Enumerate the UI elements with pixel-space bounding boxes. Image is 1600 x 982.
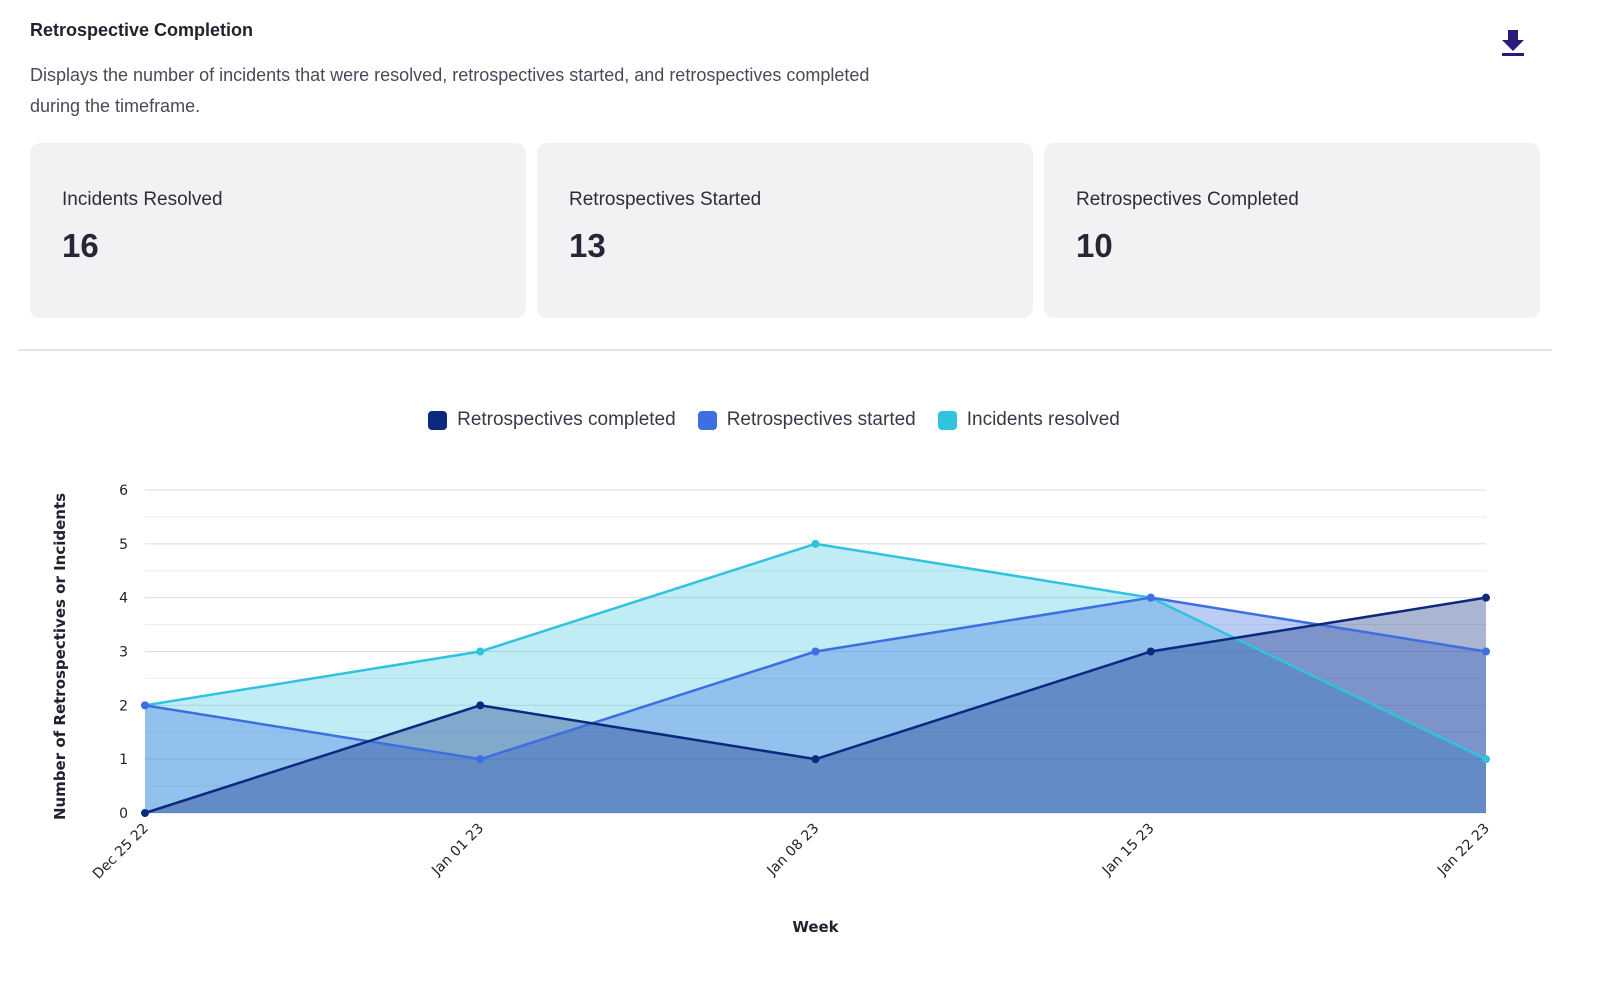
y-tick-label: 0	[119, 806, 128, 822]
point-completed	[476, 701, 485, 710]
chart-description: Displays the number of incidents that we…	[30, 65, 870, 116]
card-label: Retrospectives Completed	[1076, 189, 1299, 210]
card-incidents-resolved: Incidents Resolved 16	[30, 143, 526, 318]
card-value: 13	[569, 227, 606, 264]
area-chart: 0 1 2 3 4 5 6 Dec 25 22 Jan 01 23 Jan 08 23 Jan 15…	[51, 483, 1493, 936]
legend-item-started[interactable]: Retrospectives started	[697, 409, 916, 431]
point-resolved	[1482, 755, 1490, 764]
x-axis-title: Week	[792, 918, 839, 936]
x-tick-label: Jan 15 23	[1099, 821, 1158, 880]
card-label: Incidents Resolved	[62, 189, 223, 210]
chart-legend: Retrospectives completed Retrospectives …	[0, 405, 1548, 435]
point-started	[141, 701, 149, 710]
download-icon[interactable]	[1496, 26, 1530, 60]
legend-label-completed: Retrospectives completed	[457, 409, 676, 430]
legend-item-completed[interactable]: Retrospectives completed	[428, 409, 676, 431]
card-retrospectives-started: Retrospectives Started 13	[537, 143, 1033, 318]
legend-label-resolved: Incidents resolved	[966, 409, 1120, 430]
legend-swatch-completed	[428, 410, 448, 430]
x-tick-label: Jan 08 23	[764, 821, 823, 880]
card-retrospectives-completed: Retrospectives Completed 10	[1044, 143, 1540, 318]
y-tick-label: 2	[119, 698, 128, 714]
x-tick-label: Dec 25 22	[90, 821, 152, 883]
legend-label-started: Retrospectives started	[726, 409, 916, 430]
point-started	[811, 647, 820, 656]
point-resolved	[811, 539, 820, 548]
legend-item-resolved[interactable]: Incidents resolved	[937, 409, 1120, 431]
y-tick-label: 6	[119, 483, 128, 499]
chart-title: Retrospective Completion	[30, 20, 254, 40]
area-resolved	[145, 543, 1486, 813]
point-resolved	[476, 647, 485, 656]
legend-swatch-started	[697, 410, 717, 430]
y-tick-label: 1	[119, 752, 128, 768]
point-started	[1146, 593, 1155, 602]
point-completed	[141, 809, 149, 817]
section-divider	[18, 349, 1552, 351]
y-tick-label: 3	[119, 645, 128, 661]
card-value: 16	[62, 227, 99, 264]
y-tick-label: 5	[119, 537, 128, 553]
x-tick-label: Jan 22 23	[1434, 821, 1493, 880]
card-value: 10	[1076, 227, 1113, 264]
summary-cards: Incidents Resolved 16 Retrospectives Sta…	[30, 143, 1540, 318]
point-completed	[1482, 593, 1490, 602]
y-tick-label: 4	[119, 591, 128, 607]
y-axis-title: Number of Retrospectives or Incidents	[51, 493, 69, 820]
point-completed	[1146, 647, 1155, 656]
card-label: Retrospectives Started	[569, 189, 762, 210]
point-started	[476, 755, 485, 764]
point-completed	[811, 755, 820, 764]
x-tick-label: Jan 01 23	[428, 821, 487, 880]
point-started	[1482, 647, 1490, 656]
legend-swatch-resolved	[937, 410, 957, 430]
